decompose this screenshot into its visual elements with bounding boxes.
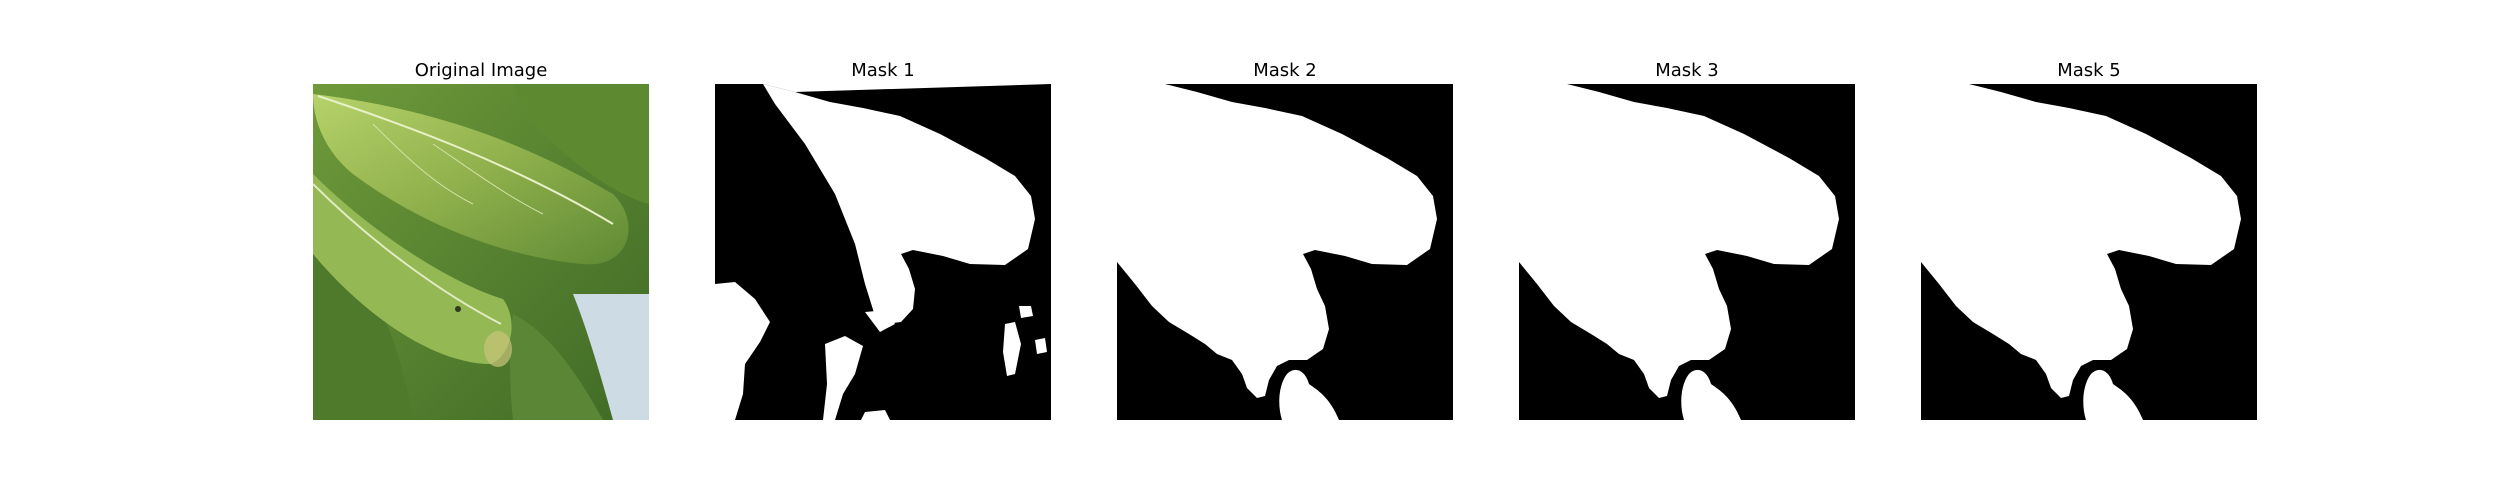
panel-original-image: Original Image [313,58,649,420]
panel-title: Mask 1 [851,60,915,81]
panel-mask-3: Mask 3 [1519,58,1855,420]
panel-mask-5: Mask 5 [1921,58,2257,420]
panel-title: Mask 2 [1253,60,1317,81]
panel-title: Mask 3 [1655,60,1719,81]
panel-title: Original Image [414,60,548,81]
mask-image [715,84,1051,420]
mask-image [1117,84,1453,420]
mask-image [1519,84,1855,420]
mask-image [1921,84,2257,420]
panel-mask-2: Mask 2 [1117,58,1453,420]
panel-mask-1: Mask 1 [715,58,1051,420]
panel-title: Mask 5 [2057,60,2121,81]
original-photo [313,84,649,420]
